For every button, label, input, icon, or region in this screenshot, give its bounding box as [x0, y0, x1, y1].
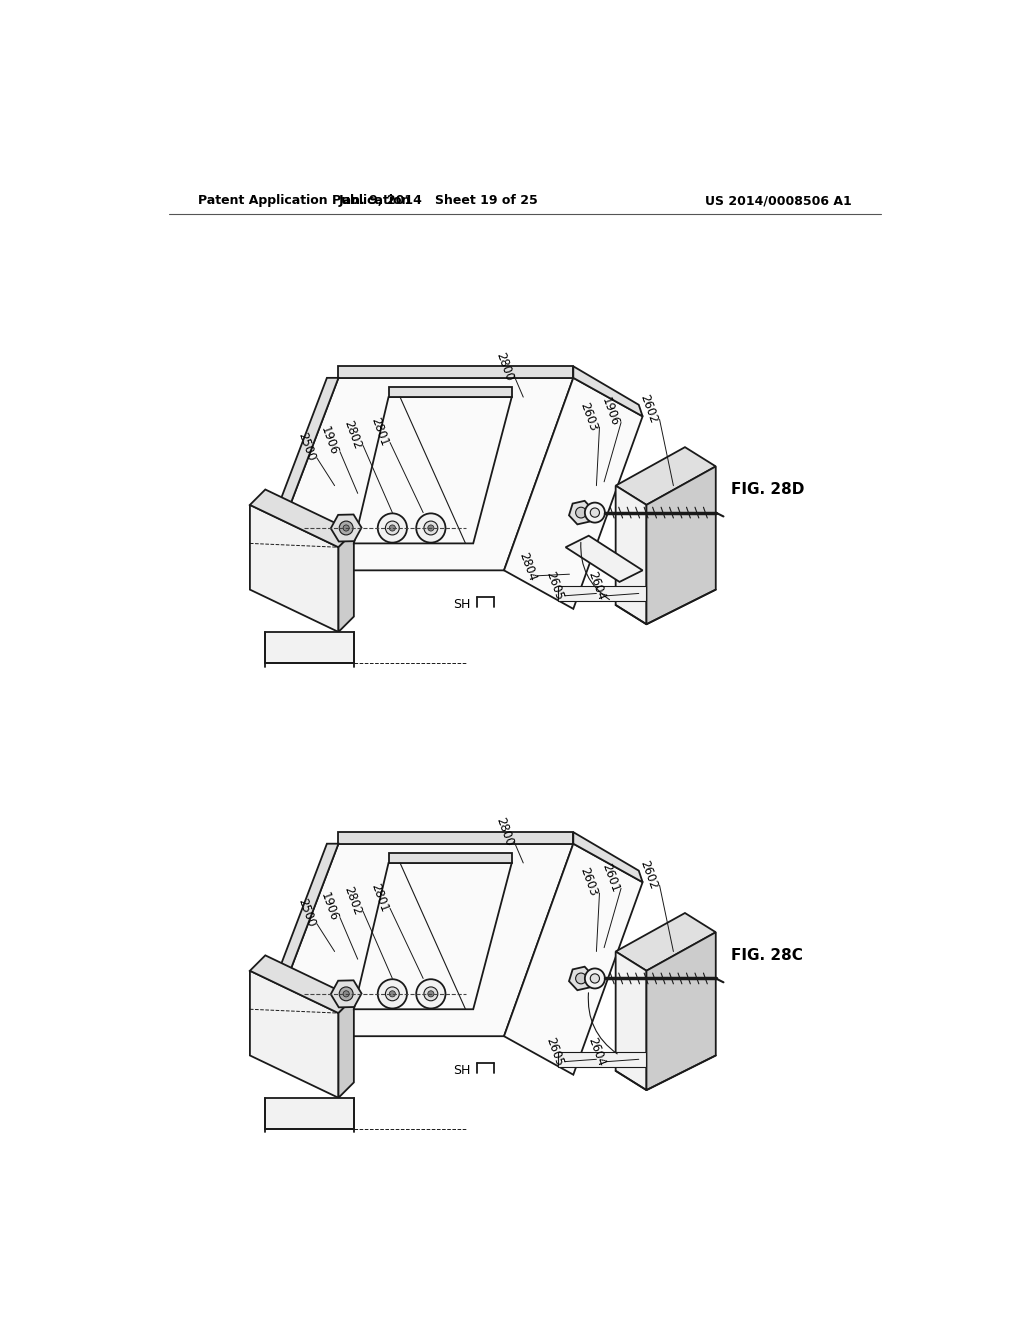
Text: US 2014/0008506 A1: US 2014/0008506 A1 [705, 194, 851, 207]
Circle shape [416, 979, 445, 1008]
Circle shape [385, 987, 399, 1001]
Circle shape [343, 991, 349, 997]
Polygon shape [265, 1098, 354, 1129]
Text: 1906: 1906 [599, 396, 622, 428]
Text: 2601: 2601 [599, 862, 622, 894]
Circle shape [339, 521, 353, 535]
Text: 2802: 2802 [341, 418, 364, 451]
Polygon shape [573, 367, 643, 416]
Text: SH: SH [454, 1064, 471, 1077]
Polygon shape [250, 970, 339, 1098]
Polygon shape [339, 532, 354, 632]
Circle shape [575, 973, 587, 983]
Polygon shape [265, 378, 573, 570]
Polygon shape [615, 913, 716, 970]
Polygon shape [646, 932, 716, 1090]
Polygon shape [265, 843, 573, 1036]
Text: 1906: 1906 [318, 891, 340, 923]
Text: Jan. 9, 2014   Sheet 19 of 25: Jan. 9, 2014 Sheet 19 of 25 [339, 194, 539, 207]
Polygon shape [504, 843, 643, 1074]
Circle shape [590, 508, 599, 517]
Text: 2800: 2800 [493, 816, 515, 849]
Polygon shape [558, 1052, 646, 1067]
Text: 2603: 2603 [578, 866, 600, 899]
Polygon shape [615, 447, 716, 506]
Polygon shape [388, 387, 512, 397]
Circle shape [590, 974, 599, 983]
Text: 2605: 2605 [543, 1035, 565, 1068]
Circle shape [428, 991, 434, 997]
Polygon shape [615, 486, 646, 624]
Circle shape [385, 521, 399, 535]
Text: 2801: 2801 [368, 882, 390, 913]
Polygon shape [265, 632, 354, 663]
Polygon shape [254, 843, 339, 1036]
Polygon shape [646, 466, 716, 624]
Text: 2602: 2602 [638, 392, 660, 425]
Polygon shape [250, 490, 354, 548]
Text: FIG. 28D: FIG. 28D [731, 482, 805, 498]
Text: 2500: 2500 [295, 896, 317, 929]
Circle shape [575, 507, 587, 517]
Circle shape [389, 525, 395, 531]
Polygon shape [254, 378, 339, 570]
Polygon shape [339, 832, 573, 843]
Text: 2604: 2604 [585, 569, 607, 602]
Polygon shape [388, 853, 512, 863]
Text: 2603: 2603 [578, 400, 600, 433]
Text: 2800: 2800 [493, 350, 515, 383]
Text: 2605: 2605 [543, 569, 565, 602]
Circle shape [378, 979, 407, 1008]
Circle shape [389, 991, 395, 997]
Text: FIG. 28C: FIG. 28C [731, 948, 803, 962]
Text: Patent Application Publication: Patent Application Publication [199, 194, 411, 207]
Polygon shape [615, 952, 646, 1090]
Circle shape [343, 525, 349, 531]
Polygon shape [339, 998, 354, 1098]
Circle shape [424, 987, 438, 1001]
Polygon shape [558, 586, 646, 601]
Text: 1906: 1906 [318, 425, 340, 457]
Circle shape [339, 987, 353, 1001]
Circle shape [428, 525, 434, 531]
Circle shape [585, 969, 605, 989]
Circle shape [416, 513, 445, 543]
Text: 2802: 2802 [341, 884, 364, 917]
Text: 2801: 2801 [368, 416, 390, 447]
Polygon shape [504, 378, 643, 609]
Circle shape [378, 513, 407, 543]
Polygon shape [250, 506, 339, 632]
Polygon shape [250, 956, 354, 1014]
Text: 2602: 2602 [638, 858, 660, 891]
Text: 2604: 2604 [585, 1035, 607, 1068]
Text: SH: SH [454, 598, 471, 611]
Polygon shape [339, 367, 573, 378]
Polygon shape [573, 832, 643, 882]
Circle shape [424, 521, 438, 535]
Circle shape [585, 503, 605, 523]
Text: 2804: 2804 [516, 550, 539, 582]
Text: 2500: 2500 [295, 432, 317, 463]
Polygon shape [354, 397, 512, 544]
Polygon shape [565, 536, 643, 582]
Polygon shape [354, 863, 512, 1010]
